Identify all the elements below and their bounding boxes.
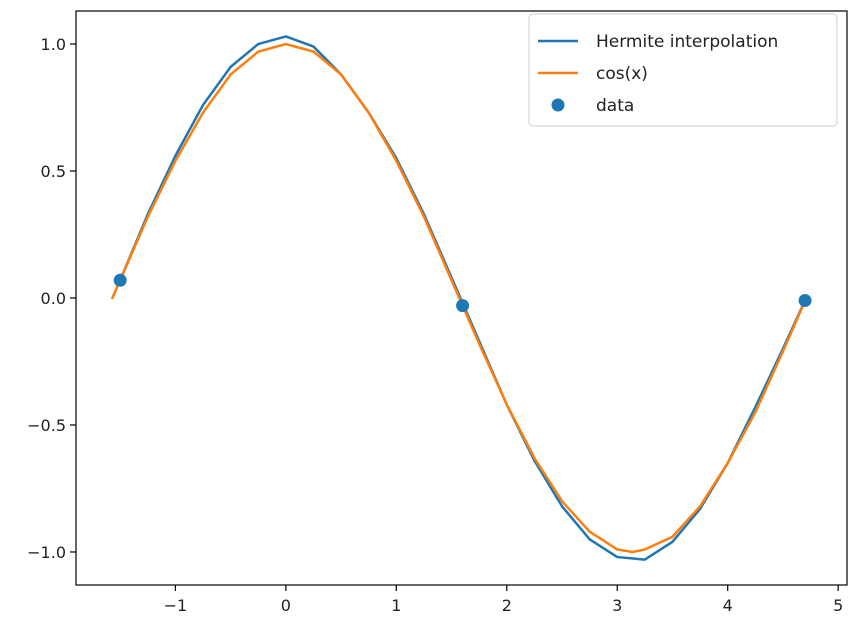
y-tick-label: 0.5 [41, 162, 66, 181]
x-tick-label: 3 [612, 596, 622, 615]
legend-label-data: data [596, 96, 634, 116]
y-tick-label: 0.0 [41, 289, 66, 308]
legend: Hermite interpolation cos(x) data [528, 13, 838, 127]
y-tick-label: −1.0 [27, 543, 66, 562]
x-tick-label: 5 [833, 596, 843, 615]
x-tick-label: 4 [723, 596, 733, 615]
y-tick-label: −0.5 [27, 416, 66, 435]
x-tick-label: 2 [502, 596, 512, 615]
legend-label-cos: cos(x) [596, 64, 648, 84]
plot-area [111, 35, 812, 561]
x-tick-label: 0 [281, 596, 291, 615]
x-tick-label: −1 [164, 596, 188, 615]
axes: −1 0 1 2 3 4 5 −1.0 −0.5 0.0 0.5 1.0 [27, 10, 848, 615]
x-tick-label: 1 [391, 596, 401, 615]
legend-swatch-data [551, 98, 565, 112]
legend-label-hermite: Hermite interpolation [596, 32, 778, 52]
legend-box [528, 13, 838, 127]
series-line-cos-x [111, 42, 808, 554]
data-point-1 [113, 273, 127, 287]
data-point-3 [798, 294, 812, 308]
data-point-2 [456, 299, 470, 313]
y-tick-label: 1.0 [41, 35, 66, 54]
